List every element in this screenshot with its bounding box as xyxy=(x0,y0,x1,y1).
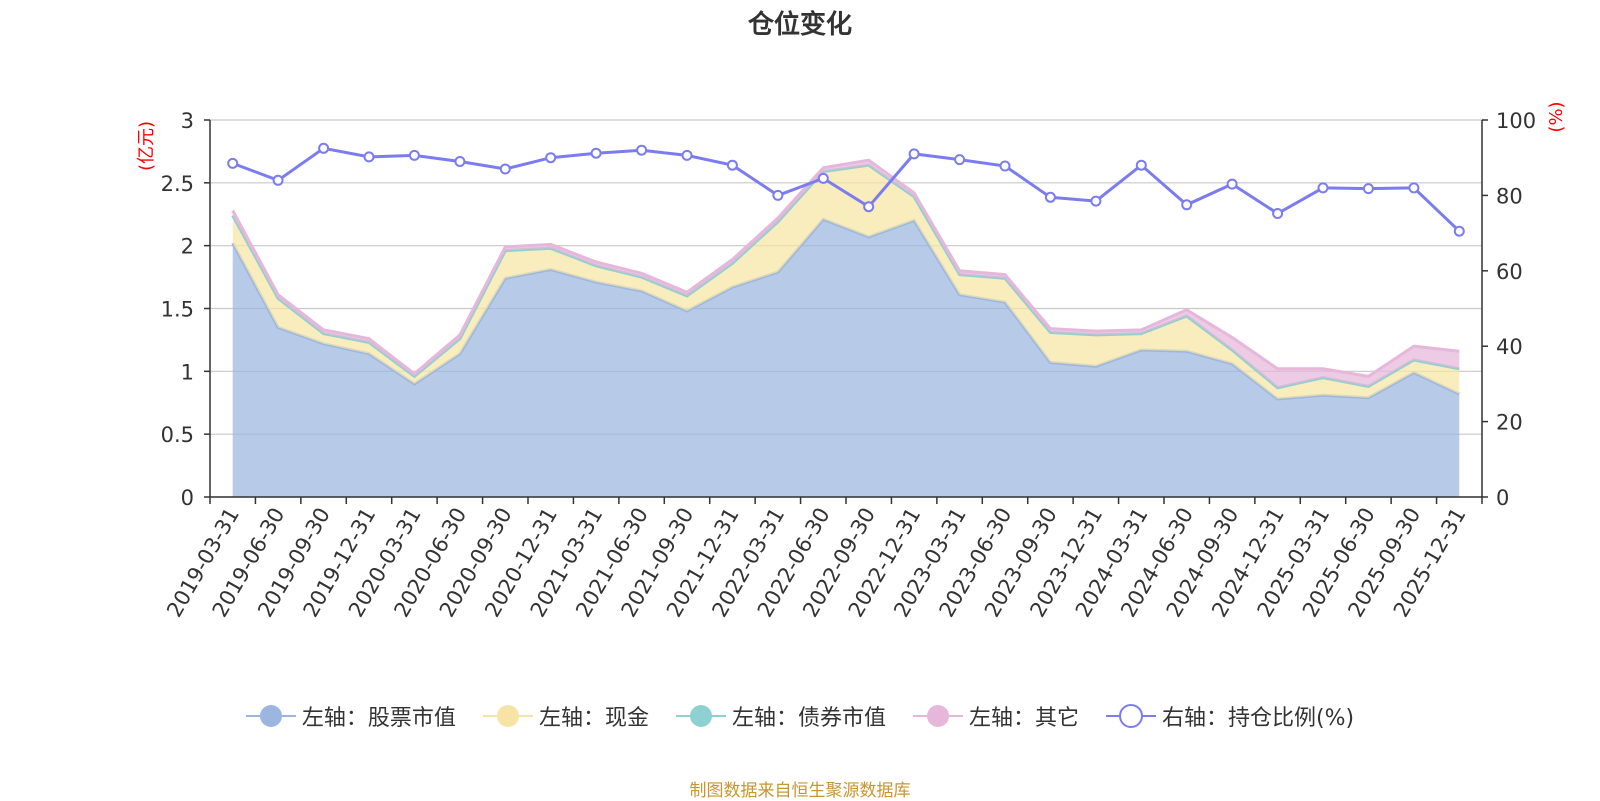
chart-canvas: 00.511.522.530204060801002019-03-312019-… xyxy=(136,101,1567,621)
y-left-tick-label: 1 xyxy=(181,360,194,384)
stacked-areas xyxy=(231,158,1460,498)
ratio-point xyxy=(454,156,466,167)
legend-marker-bond xyxy=(675,705,726,727)
ratio-point xyxy=(999,160,1011,172)
legend-marker-stock xyxy=(245,705,296,727)
ratio-point xyxy=(863,201,875,213)
area-edge-3 xyxy=(231,158,1460,378)
y-right-tick-label: 20 xyxy=(1496,411,1523,435)
legend-marker-ratio xyxy=(1105,704,1156,728)
ratio-point xyxy=(590,147,602,159)
legend-marker-cash xyxy=(482,705,533,727)
ratio-point xyxy=(1226,178,1238,190)
ratio-point xyxy=(1272,208,1284,219)
ratio-point xyxy=(636,144,648,156)
data-source-note: 制图数据来自恒生聚源数据库 xyxy=(689,781,911,801)
ratio-point xyxy=(1453,225,1465,237)
y-left-tick-label: 2.5 xyxy=(161,172,194,196)
ratio-point xyxy=(545,152,557,164)
ratio-point xyxy=(499,163,511,175)
ratio-point xyxy=(1135,159,1147,171)
y-right-tick-label: 80 xyxy=(1496,184,1523,208)
area-1 xyxy=(232,165,1460,399)
y-left-tick-label: 0 xyxy=(181,486,194,510)
y-left-tick-label: 3 xyxy=(181,109,194,133)
ratio-point xyxy=(908,148,920,160)
ratio-point xyxy=(1181,199,1193,211)
legend: 左轴：股票市值 左轴：现金 左轴：债券市值 左轴：其它 右轴：持仓比例(%) xyxy=(0,700,1600,732)
y-right-tick-label: 100 xyxy=(1496,109,1536,133)
ratio-point xyxy=(1317,182,1329,194)
area-0 xyxy=(232,219,1460,498)
ratio-line xyxy=(232,146,1461,233)
ratio-point xyxy=(726,159,738,171)
ratio-point xyxy=(1362,183,1374,195)
legend-label-stock: 左轴：股票市值 xyxy=(301,706,456,731)
ratio-point xyxy=(1090,195,1102,207)
ratio-point xyxy=(772,189,784,201)
legend-label-ratio: 右轴：持仓比例(%) xyxy=(1161,706,1355,731)
ratio-series xyxy=(227,142,1465,237)
legend-label-other: 左轴：其它 xyxy=(968,706,1079,731)
ratio-point xyxy=(1408,182,1420,194)
legend-item-cash[interactable]: 左轴：现金 xyxy=(482,700,649,732)
ratio-point xyxy=(318,142,330,154)
ratio-point xyxy=(681,149,693,161)
chart-title: 仓位变化 xyxy=(747,10,852,40)
y-right-tick-label: 60 xyxy=(1496,260,1523,284)
y-right-tick-label: 0 xyxy=(1496,486,1509,510)
y-left-axis-label: (亿元) xyxy=(136,121,157,171)
legend-item-other[interactable]: 左轴：其它 xyxy=(912,700,1079,732)
y-left-tick-label: 1.5 xyxy=(161,298,194,322)
ratio-point xyxy=(408,149,420,161)
ratio-point xyxy=(1044,191,1056,203)
legend-marker-other xyxy=(912,705,963,727)
y-right-axis-label: (%) xyxy=(1546,101,1567,132)
legend-label-cash: 左轴：现金 xyxy=(538,706,649,731)
y-right-tick-label: 40 xyxy=(1496,335,1523,359)
ratio-point xyxy=(227,157,239,169)
ratio-point xyxy=(272,174,284,186)
legend-item-stock[interactable]: 左轴：股票市值 xyxy=(245,700,456,732)
y-left-tick-label: 2 xyxy=(181,235,194,259)
ratio-point xyxy=(817,172,829,184)
legend-label-bond: 左轴：债券市值 xyxy=(731,706,886,731)
ratio-point xyxy=(363,151,375,163)
legend-item-bond[interactable]: 左轴：债券市值 xyxy=(675,700,886,732)
legend-item-ratio[interactable]: 右轴：持仓比例(%) xyxy=(1105,700,1355,732)
ratio-point xyxy=(954,154,966,166)
y-left-tick-label: 0.5 xyxy=(161,423,194,447)
